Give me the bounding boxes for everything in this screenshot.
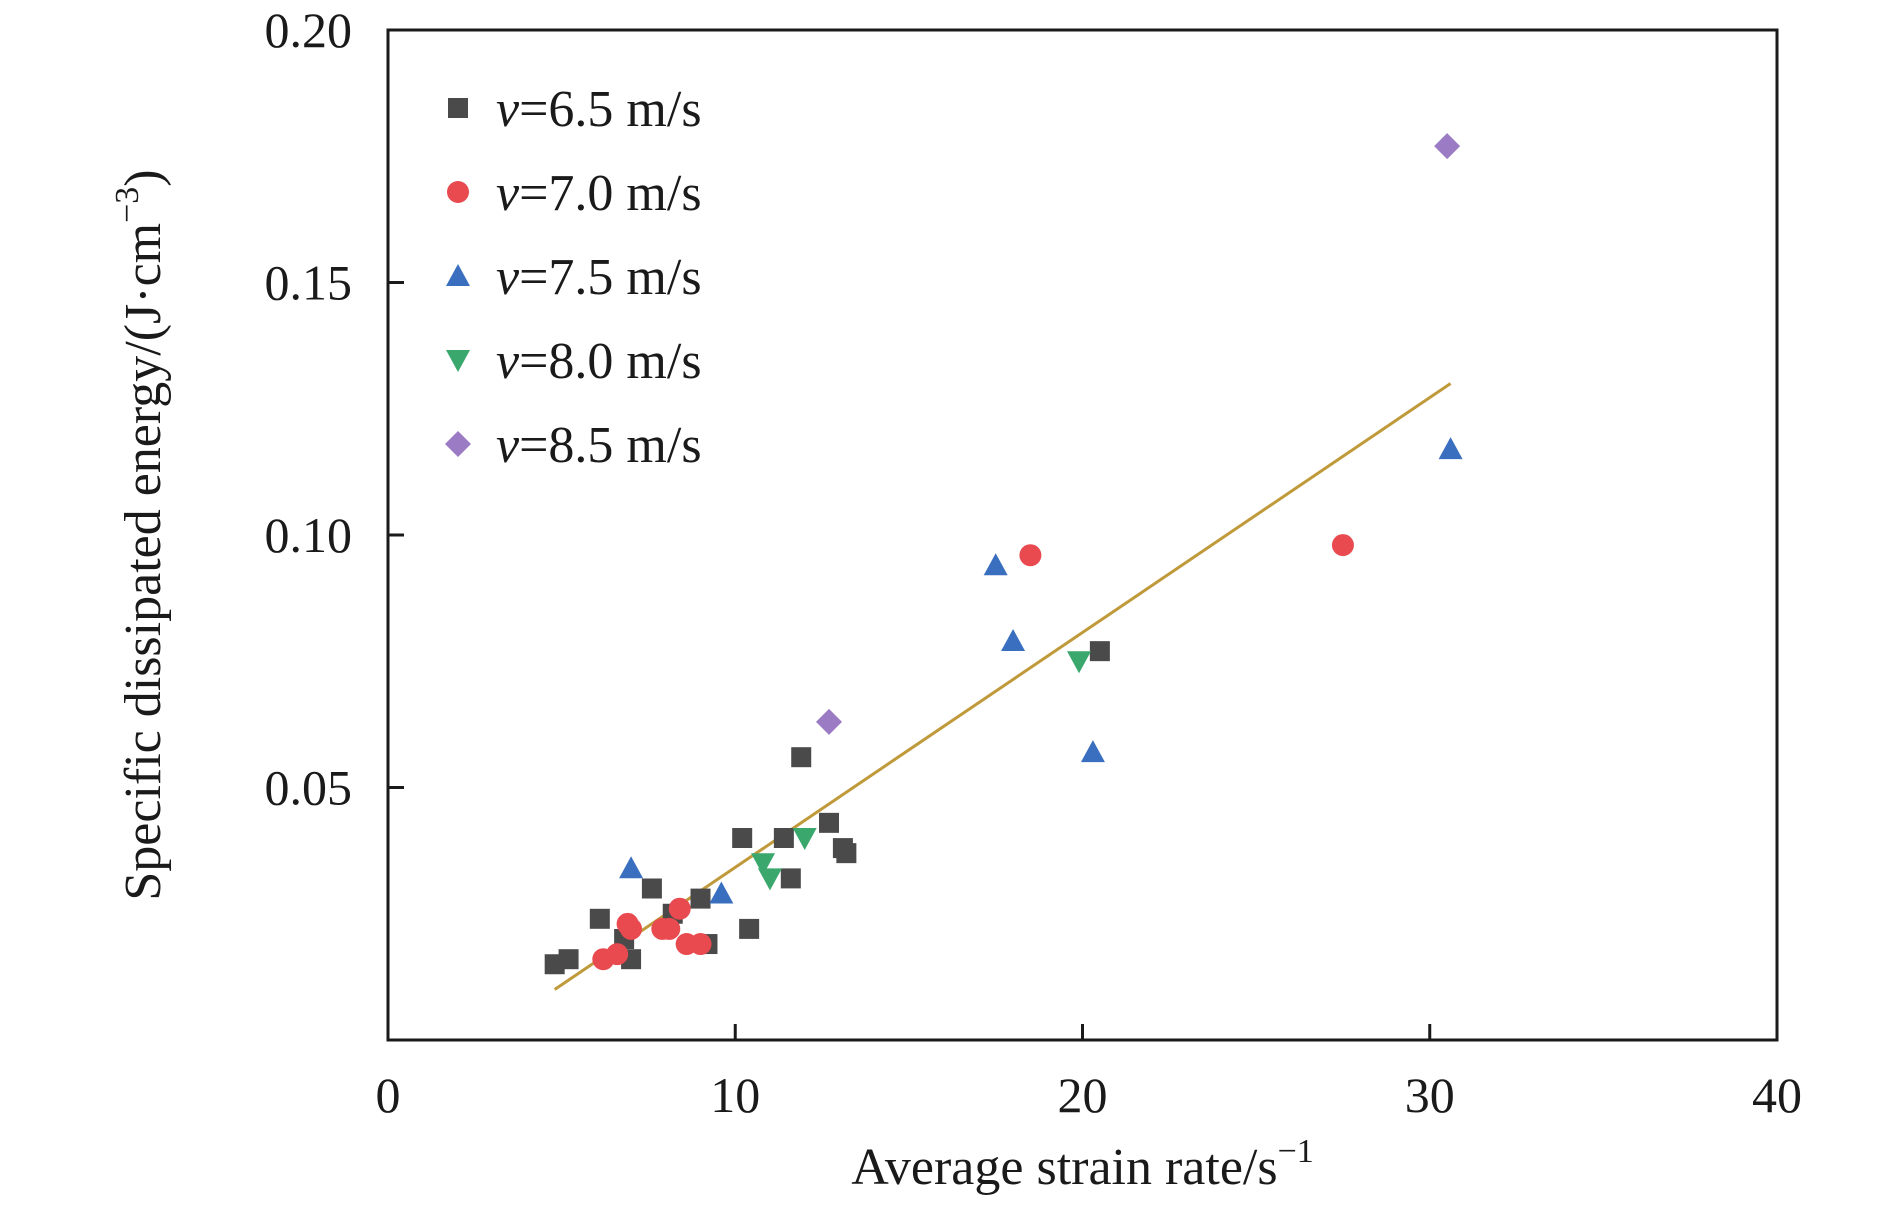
legend-label-prefix: v xyxy=(496,417,520,474)
legend-entry: v=6.5 m/s xyxy=(448,81,702,138)
data-point xyxy=(558,949,579,970)
axis-ticks xyxy=(388,281,1432,1040)
data-point xyxy=(732,828,753,848)
data-point xyxy=(589,908,610,929)
legend-label-prefix: v xyxy=(496,81,520,138)
data-point xyxy=(1019,544,1042,567)
data-point xyxy=(1331,534,1354,557)
data-point xyxy=(658,917,681,940)
legend-marker xyxy=(445,431,471,457)
data-point xyxy=(620,917,643,940)
data-point xyxy=(668,897,691,920)
legend-label-text: =7.5 m/s xyxy=(519,249,701,306)
data-point xyxy=(836,843,857,864)
data-point xyxy=(983,553,1008,576)
x-tick-label: 0 xyxy=(376,1067,401,1123)
x-tick-label: 40 xyxy=(1752,1067,1802,1123)
legend-label-text: =8.0 m/s xyxy=(519,333,701,390)
axis-tick-labels: 0 10 20 30 40 0.05 0.10 0.15 0.20 xyxy=(265,2,1803,1123)
data-point xyxy=(1089,641,1110,662)
x-tick-label: 30 xyxy=(1405,1067,1455,1123)
series-4 xyxy=(751,651,1092,891)
data-point xyxy=(1001,629,1026,652)
legend-marker xyxy=(446,264,470,286)
legend-label-prefix: v xyxy=(496,249,520,306)
series-3 xyxy=(619,437,1463,904)
legend-entry: v=8.5 m/s xyxy=(445,417,702,474)
data-point xyxy=(739,918,760,939)
legend-marker xyxy=(447,181,469,203)
data-point xyxy=(773,828,794,848)
legend-label-text: =7.0 m/s xyxy=(519,165,701,222)
data-point xyxy=(816,708,843,735)
y-axis-title-text: Specific dissipated energy/(J·cm xyxy=(115,223,172,901)
data-point xyxy=(1438,437,1463,460)
legend-label: v=8.5 m/s xyxy=(496,417,702,474)
legend-label-text: =6.5 m/s xyxy=(519,81,701,138)
y-tick-label: 0.05 xyxy=(265,760,353,816)
data-point xyxy=(619,856,644,879)
x-axis-title-text: Average strain rate/s xyxy=(851,1139,1277,1196)
legend-marker xyxy=(446,350,470,372)
data-point xyxy=(1080,740,1105,763)
series-5 xyxy=(816,133,1461,735)
legend-label: v=6.5 m/s xyxy=(496,81,702,138)
legend-label-prefix: v xyxy=(496,333,520,390)
data-point xyxy=(757,868,782,891)
data-point xyxy=(780,868,801,889)
x-tick-label: 20 xyxy=(1058,1067,1108,1123)
series-1 xyxy=(544,641,1110,975)
legend-entry: v=8.0 m/s xyxy=(446,333,702,390)
legend-label-text: =8.5 m/s xyxy=(519,417,701,474)
data-point xyxy=(641,878,662,899)
data-point xyxy=(792,828,817,850)
legend-label: v=7.5 m/s xyxy=(496,249,702,306)
y-axis-title: Specific dissipated energy/(J·cm−3) xyxy=(109,169,172,900)
legend-label: v=8.0 m/s xyxy=(496,333,702,390)
data-point xyxy=(1067,651,1092,674)
x-axis-title-superscript: −1 xyxy=(1278,1133,1314,1170)
y-tick-label: 0.15 xyxy=(265,255,353,311)
legend: v=6.5 m/sv=7.0 m/sv=7.5 m/sv=8.0 m/sv=8.… xyxy=(445,81,702,474)
data-point xyxy=(751,853,776,876)
data-point xyxy=(606,943,629,966)
legend-entry: v=7.0 m/s xyxy=(447,165,702,222)
data-point xyxy=(689,933,712,956)
data-point xyxy=(1434,133,1461,160)
legend-label-prefix: v xyxy=(496,165,520,222)
x-tick-label: 10 xyxy=(710,1067,760,1123)
legend-marker xyxy=(448,98,468,118)
data-point xyxy=(709,881,734,904)
y-axis-title-suffix: ) xyxy=(115,169,172,186)
legend-label: v=7.0 m/s xyxy=(496,165,702,222)
data-point xyxy=(791,747,812,768)
x-axis-title: Average strain rate/s−1 xyxy=(851,1133,1314,1196)
y-tick-label: 0.10 xyxy=(265,507,353,563)
fit-line xyxy=(553,382,1452,991)
y-tick-label: 0.20 xyxy=(265,2,353,58)
y-axis-title-superscript: −3 xyxy=(109,187,146,223)
data-point xyxy=(819,812,840,833)
data-points xyxy=(544,133,1463,975)
series-2 xyxy=(592,534,1354,971)
legend-entry: v=7.5 m/s xyxy=(446,249,702,306)
data-point xyxy=(690,888,711,909)
